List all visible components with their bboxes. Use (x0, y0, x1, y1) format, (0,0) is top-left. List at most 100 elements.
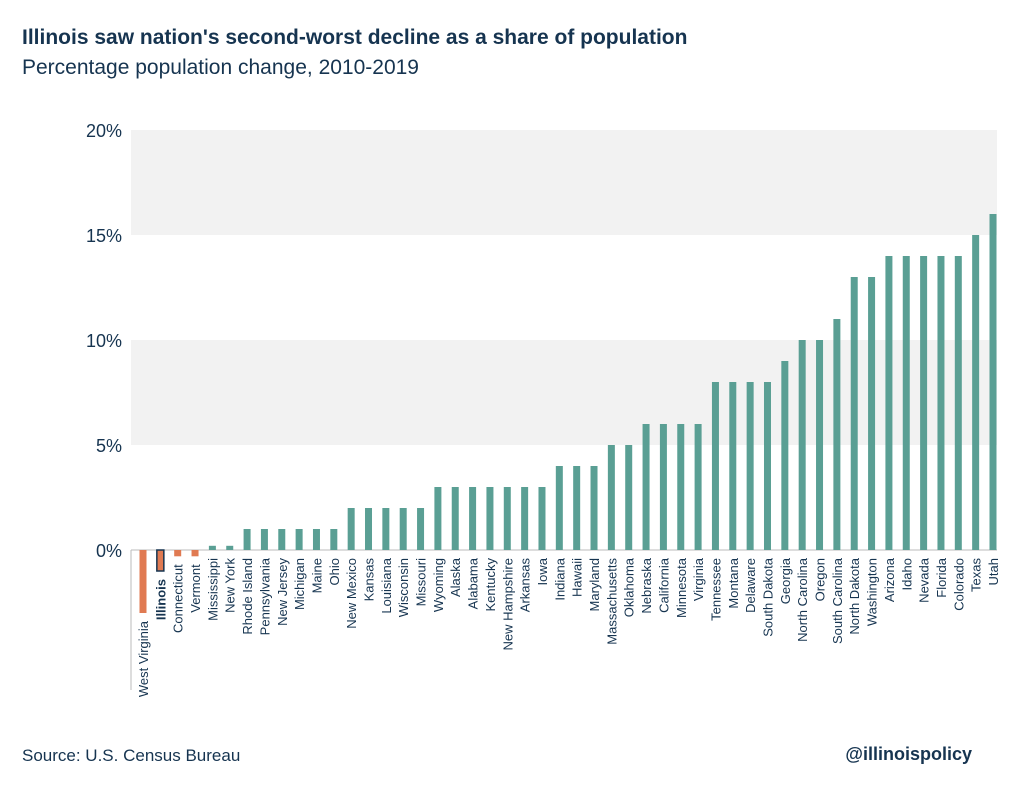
bar-alabama (469, 487, 477, 550)
x-tick-label: South Dakota (760, 557, 775, 637)
bar-nevada (920, 256, 928, 550)
x-tick-label: Colorado (951, 558, 966, 611)
x-tick-label: Virginia (691, 557, 706, 601)
bar-minnesota (677, 424, 685, 550)
source-note: Source: U.S. Census Bureau (22, 746, 241, 765)
bar-maryland (590, 466, 598, 550)
x-tick-label: Vermont (188, 564, 203, 613)
x-tick-label: Michigan (292, 558, 307, 610)
x-tick-label: Florida (934, 557, 949, 598)
bar-rhode-island (243, 529, 251, 550)
bar-colorado (954, 256, 962, 550)
x-tick-label: Missouri (414, 558, 429, 607)
x-tick-label: Montana (726, 557, 741, 608)
bar-west-virginia (139, 550, 147, 613)
x-tick-label: North Dakota (847, 557, 862, 634)
x-tick-label: New York (223, 558, 238, 613)
bar-virginia (694, 424, 702, 550)
x-tick-label: New Mexico (344, 558, 359, 629)
social-handle: @illinoispolicy (845, 744, 972, 764)
bar-arkansas (521, 487, 529, 550)
x-tick-label: South Carolina (830, 557, 845, 644)
x-tick-label: Arkansas (518, 558, 533, 613)
x-tick-label: North Carolina (795, 557, 810, 642)
x-tick-label: Alabama (466, 557, 481, 609)
bar-new-mexico (347, 508, 355, 550)
bar-mississippi (208, 545, 216, 550)
bar-new-jersey (278, 529, 286, 550)
bar-hawaii (573, 466, 581, 550)
bar-utah (989, 214, 997, 550)
bar-tennessee (711, 382, 719, 550)
x-tick-label: Minnesota (674, 557, 689, 618)
x-tick-label: Louisiana (379, 557, 394, 613)
x-tick-label: California (656, 557, 671, 613)
bar-iowa (538, 487, 546, 550)
x-tick-label: Mississippi (205, 558, 220, 621)
bar-indiana (555, 466, 563, 550)
bar-massachusetts (607, 445, 615, 550)
bar-wyoming (434, 487, 442, 550)
chart-subtitle: Percentage population change, 2010-2019 (22, 56, 419, 79)
bar-montana (729, 382, 737, 550)
bar-kentucky (486, 487, 494, 550)
bar-missouri (417, 508, 425, 550)
x-tick-label: Wisconsin (396, 558, 411, 617)
x-tick-label: Utah (986, 558, 1001, 585)
x-tick-label: West Virginia (136, 620, 151, 697)
y-tick-label: 10% (86, 331, 122, 351)
bar-new-york (226, 545, 234, 550)
grid-band (131, 340, 997, 445)
x-tick-label: Kentucky (483, 558, 498, 612)
bar-north-dakota (850, 277, 858, 550)
bar-arizona (885, 256, 893, 550)
bar-louisiana (382, 508, 390, 550)
bar-georgia (781, 361, 789, 550)
x-tick-label: Arizona (882, 557, 897, 602)
bar-new-hampshire (503, 487, 511, 550)
x-tick-label: Delaware (743, 558, 758, 613)
x-tick-label: Connecticut (171, 564, 186, 633)
bar-florida (937, 256, 945, 550)
bar-south-dakota (763, 382, 771, 550)
x-tick-label: Idaho (899, 558, 914, 591)
x-tick-label: Iowa (535, 557, 550, 585)
bar-ohio (330, 529, 338, 550)
grid-band (131, 130, 997, 235)
x-tick-label: New Hampshire (500, 558, 515, 650)
bar-illinois (156, 549, 165, 572)
y-tick-label: 0% (96, 541, 122, 561)
y-tick-label: 5% (96, 436, 122, 456)
bar-connecticut (174, 550, 182, 557)
bar-wisconsin (399, 508, 407, 550)
chart-title: Illinois saw nation's second-worst decli… (22, 26, 688, 49)
x-tick-label: Oregon (813, 558, 828, 601)
x-tick-label: Nevada (917, 557, 932, 603)
x-tick-label: Hawaii (570, 558, 585, 597)
bar-michigan (295, 529, 303, 550)
x-tick-label: Oklahoma (622, 557, 637, 617)
bar-oklahoma (625, 445, 633, 550)
bar-delaware (746, 382, 754, 550)
bar-nebraska (642, 424, 650, 550)
bar-texas (972, 235, 980, 550)
x-tick-label: Ohio (327, 558, 342, 585)
x-tick-label: Maryland (587, 558, 602, 611)
bar-kansas (365, 508, 373, 550)
bar-idaho (902, 256, 910, 550)
x-tick-label: Alaska (448, 557, 463, 597)
x-tick-label: Texas (969, 558, 984, 592)
x-tick-label: Maine (309, 558, 324, 593)
x-tick-label: New Jersey (275, 558, 290, 626)
x-tick-label: Georgia (778, 557, 793, 604)
x-tick-label: Indiana (552, 557, 567, 600)
bar-maine (312, 529, 320, 550)
x-tick-label: Rhode Island (240, 558, 255, 635)
x-tick-label: Massachusetts (604, 558, 619, 645)
y-tick-label: 15% (86, 226, 122, 246)
bar-oregon (816, 340, 824, 550)
bar-north-carolina (798, 340, 806, 550)
bar-vermont (191, 550, 199, 557)
x-tick-label: Kansas (362, 558, 377, 602)
